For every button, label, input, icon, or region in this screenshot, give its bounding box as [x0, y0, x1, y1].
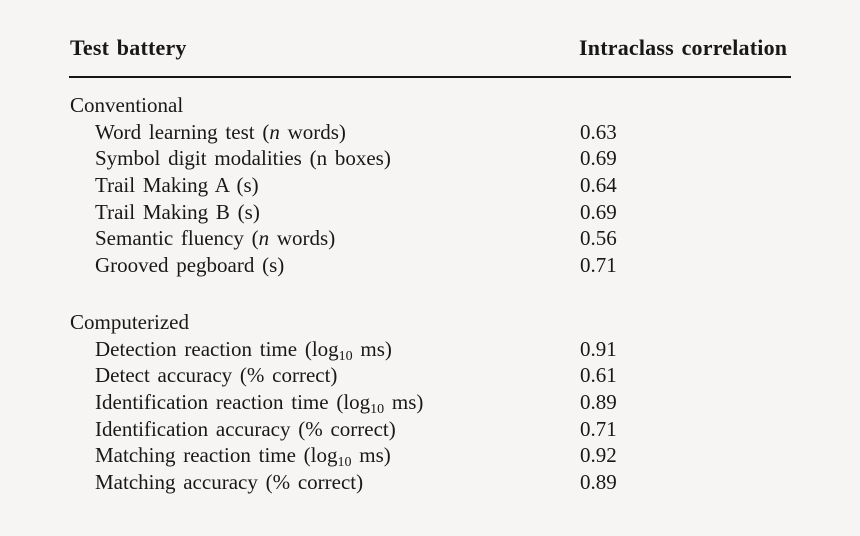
- row-label-text: Symbol digit modalities (n boxes): [95, 146, 391, 171]
- table-row: Identification reaction time (log10 ms) 0…: [70, 389, 792, 417]
- row-value: 0.56: [580, 226, 617, 251]
- table-row: Semantic fluency (n words) 0.56: [70, 225, 792, 252]
- row-label-text: ms): [384, 389, 424, 414]
- table-body: Conventional Word learning test (n words)…: [70, 92, 792, 496]
- row-label-text: ms): [352, 336, 392, 361]
- table-row: Identification accuracy (% correct) 0.71: [70, 416, 792, 443]
- table-row: Matching accuracy (% correct) 0.89: [70, 469, 792, 496]
- table-row: Trail Making A (s) 0.64: [70, 172, 792, 199]
- row-label: Identification reaction time (log10 ms): [95, 389, 424, 417]
- italic-variable-n: n: [258, 226, 270, 251]
- row-value: 0.89: [580, 469, 617, 494]
- row-label-text: Grooved pegboard (s): [95, 253, 285, 278]
- row-label-text: words): [279, 119, 346, 144]
- table-row: Detection reaction time (log10 ms) 0.91: [70, 336, 792, 364]
- subscript-10: 10: [370, 401, 385, 417]
- row-label-text: words): [269, 226, 336, 251]
- table-row: Grooved pegboard (s) 0.71: [70, 252, 792, 279]
- section-header: Conventional: [70, 93, 184, 117]
- row-label: Trail Making B (s): [95, 200, 260, 224]
- row-value: 0.61: [580, 363, 617, 388]
- section-header: Computerized: [70, 309, 189, 334]
- row-label-text: Semantic fluency (: [95, 226, 259, 251]
- row-value: 0.92: [580, 443, 617, 468]
- row-label-text: Identification reaction time (log: [95, 389, 371, 414]
- row-label: Detect accuracy (% correct): [95, 363, 337, 387]
- italic-variable-n: n: [269, 119, 280, 144]
- row-label-text: Identification accuracy (% correct): [95, 416, 396, 441]
- row-label-text: Trail Making B (s): [95, 199, 260, 224]
- row-label: Identification accuracy (% correct): [95, 417, 396, 441]
- row-label: Matching reaction time (log10 ms): [95, 443, 391, 471]
- column-header-test-battery: Test battery: [70, 35, 187, 60]
- row-label-text: Detection reaction time (log: [95, 336, 339, 361]
- subscript-10: 10: [337, 455, 352, 471]
- table-row: Word learning test (n words) 0.63: [70, 119, 792, 146]
- row-label: Trail Making A (s): [95, 173, 259, 197]
- row-value: 0.71: [580, 253, 617, 278]
- row-value: 0.64: [580, 173, 617, 198]
- table-row: Matching reaction time (log10 ms) 0.92: [70, 442, 792, 471]
- row-label-text: Trail Making A (s): [95, 173, 259, 198]
- row-value: 0.69: [580, 199, 617, 224]
- row-label: Symbol digit modalities (n boxes): [95, 146, 391, 170]
- column-header-intraclass-correlation: Intraclass correlation: [579, 35, 788, 60]
- row-label-text: ms): [351, 443, 391, 468]
- header-rule: [69, 76, 791, 78]
- row-label: Matching accuracy (% correct): [95, 470, 363, 494]
- row-label-text: Matching reaction time (log: [95, 443, 338, 468]
- table-section: Computerized Detection reaction time (log…: [70, 309, 792, 496]
- row-value: 0.91: [580, 336, 617, 361]
- table-row: Detect accuracy (% correct) 0.61: [70, 362, 792, 389]
- row-label-text: Detect accuracy (% correct): [95, 363, 338, 388]
- table-row: Symbol digit modalities (n boxes) 0.69: [70, 145, 792, 172]
- table-section: Conventional Word learning test (n words)…: [70, 92, 792, 279]
- row-value: 0.69: [580, 146, 617, 171]
- row-label: Detection reaction time (log10 ms): [95, 336, 392, 364]
- row-label: Semantic fluency (n words): [95, 226, 335, 250]
- row-label-text: Word learning test (: [95, 119, 270, 144]
- row-label: Grooved pegboard (s): [95, 253, 284, 277]
- row-label-text: Matching accuracy (% correct): [95, 469, 364, 494]
- subscript-10: 10: [338, 348, 353, 364]
- row-value: 0.71: [580, 416, 617, 441]
- row-value: 0.63: [580, 119, 617, 144]
- table-row: Trail Making B (s) 0.69: [70, 199, 792, 226]
- row-label: Word learning test (n words): [95, 120, 346, 144]
- row-value: 0.89: [580, 389, 617, 414]
